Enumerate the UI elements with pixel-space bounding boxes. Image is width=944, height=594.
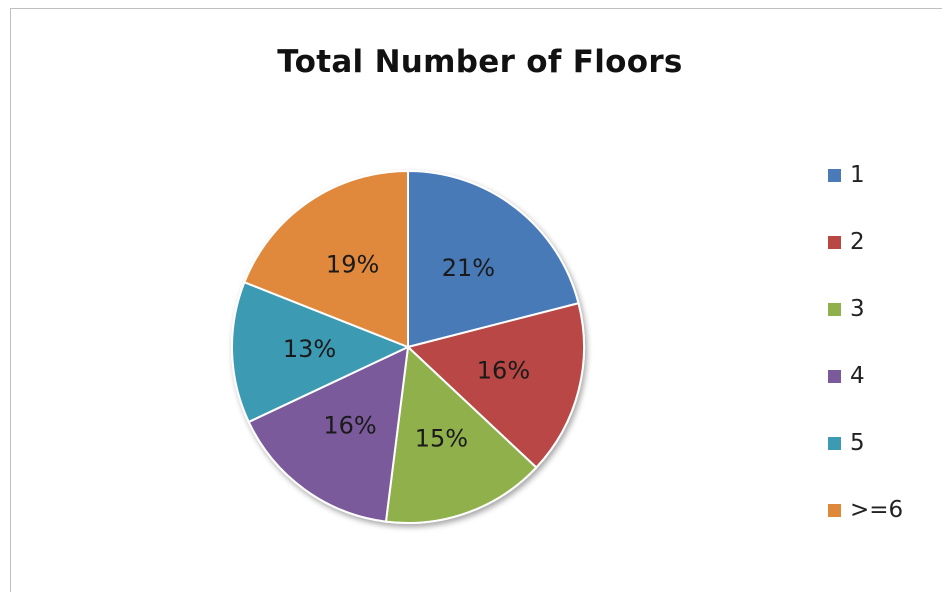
legend-label: 2	[850, 229, 865, 255]
legend-item: 4	[828, 361, 865, 391]
legend-swatch	[828, 235, 841, 249]
legend-swatch	[828, 436, 841, 450]
data-label: 15%	[415, 425, 468, 453]
pie-slice-1	[407, 169, 580, 349]
legend-swatch	[828, 369, 841, 383]
chart-area	[10, 8, 942, 592]
pie-slices	[231, 169, 585, 524]
pie-slice-6gte	[243, 169, 409, 349]
legend-swatch	[828, 302, 841, 316]
legend-item: 2	[828, 227, 865, 257]
legend-label: 1	[850, 162, 865, 188]
pie-slice-2	[405, 302, 585, 469]
legend-item: 1	[828, 160, 865, 190]
chart-title: Total Number of Floors	[277, 44, 683, 80]
legend-label: >=6	[850, 497, 904, 523]
pie-slice-5	[231, 280, 411, 424]
data-label: 16%	[477, 357, 530, 385]
legend-item: 5	[828, 428, 865, 458]
legend-item: >=6	[828, 495, 903, 525]
pie-slice-4	[247, 345, 410, 523]
data-label: 19%	[326, 250, 379, 278]
legend-label: 3	[850, 296, 865, 322]
data-label: 21%	[442, 254, 495, 282]
legend-label: 4	[850, 363, 865, 389]
pie-slice-3	[384, 344, 538, 524]
legend-item: 3	[828, 294, 865, 324]
legend-swatch	[828, 168, 841, 182]
pie-data-labels: 21% 16% 15% 16% 13% 19%	[283, 250, 530, 452]
data-label: 13%	[283, 335, 336, 363]
data-label: 16%	[323, 412, 376, 440]
legend-swatch	[828, 503, 841, 517]
legend-label: 5	[850, 430, 865, 456]
